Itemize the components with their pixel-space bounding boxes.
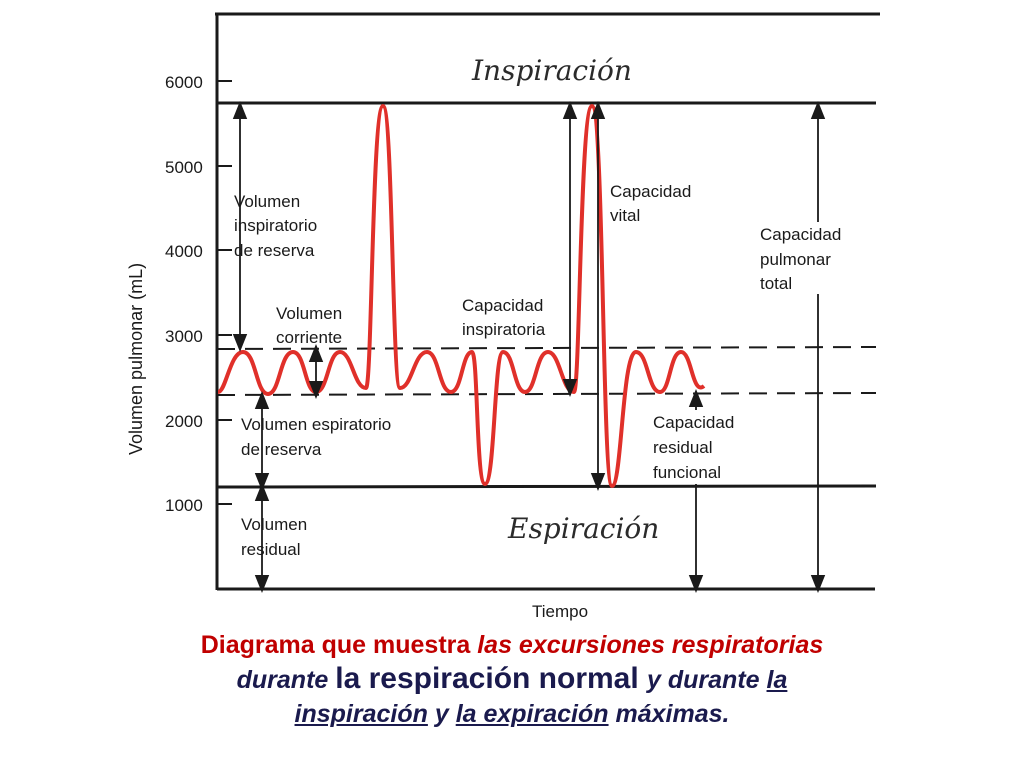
figure-caption: Diagrama que muestra las excursiones res… <box>0 628 1024 731</box>
svg-text:funcional: funcional <box>653 463 721 482</box>
y-tick-marks <box>217 80 232 505</box>
svg-text:inspiratorio: inspiratorio <box>234 216 317 235</box>
caption-text: y <box>427 700 456 728</box>
caption-text: Diagrama que muestra <box>200 631 478 659</box>
svg-text:de reserva: de reserva <box>234 241 315 260</box>
total-lung-capacity-label: Capacidad pulmonar total <box>756 222 868 294</box>
y-tick-6000: 6000 <box>165 73 203 92</box>
svg-text:Volumen: Volumen <box>234 192 300 211</box>
svg-text:Capacidad: Capacidad <box>653 413 734 432</box>
tidal-bottom-dashed-line <box>216 392 877 396</box>
x-axis-label: Tiempo <box>532 602 588 621</box>
breathing-curve <box>216 104 706 488</box>
tidal-volume-label: Volumen corriente <box>276 304 342 347</box>
svg-text:Volumen espiratorio: Volumen espiratorio <box>241 415 391 434</box>
inspiratory-capacity-label: Capacidad inspiratoria <box>462 296 546 339</box>
caption-text: la <box>766 666 788 694</box>
spirometry-diagram: 6000 5000 4000 3000 2000 1000 Volumen pu… <box>126 12 880 621</box>
svg-text:Volumen: Volumen <box>276 304 342 323</box>
caption-line-1: Diagrama que muestra las excursiones res… <box>0 628 1024 662</box>
functional-residual-capacity-label: Capacidad residual funcional <box>650 410 758 484</box>
svg-text:inspiratoria: inspiratoria <box>462 320 546 339</box>
inspiration-title: Inspiración <box>471 54 632 87</box>
caption-text: y durante <box>647 666 767 694</box>
svg-text:pulmonar: pulmonar <box>760 250 831 269</box>
caption-text: la expiración <box>455 700 609 728</box>
svg-text:Volumen: Volumen <box>241 515 307 534</box>
vital-capacity-label: Capacidad vital <box>610 182 691 225</box>
expiration-title: Espiración <box>507 512 659 545</box>
caption-text: las excursiones respiratorias <box>477 631 824 659</box>
caption-text: máximas. <box>608 700 730 728</box>
y-axis-label: Volumen pulmonar (mL) <box>126 263 146 455</box>
caption-line-3: inspiración y la expiración máximas. <box>0 697 1024 731</box>
caption-line-2: durante la respiración normal y durante … <box>0 662 1024 697</box>
irv-label: Volumen inspiratorio de reserva <box>234 192 317 260</box>
y-tick-3000: 3000 <box>165 327 203 346</box>
y-tick-1000: 1000 <box>165 496 203 515</box>
svg-text:Capacidad: Capacidad <box>760 225 841 244</box>
erv-label: Volumen espiratorio de reserva <box>241 415 391 459</box>
caption-text: la respiración normal <box>335 662 648 695</box>
svg-text:Capacidad: Capacidad <box>462 296 543 315</box>
svg-text:residual: residual <box>653 438 713 457</box>
svg-text:corriente: corriente <box>276 328 342 347</box>
svg-text:residual: residual <box>241 540 301 559</box>
y-tick-2000: 2000 <box>165 412 203 431</box>
residual-volume-line <box>216 484 877 489</box>
tidal-top-dashed-line <box>216 346 877 350</box>
y-tick-4000: 4000 <box>165 242 203 261</box>
svg-text:Capacidad: Capacidad <box>610 182 691 201</box>
caption-text: durante <box>236 666 336 694</box>
svg-text:vital: vital <box>610 206 640 225</box>
svg-text:de reserva: de reserva <box>241 440 322 459</box>
y-tick-5000: 5000 <box>165 158 203 177</box>
svg-text:total: total <box>760 274 792 293</box>
caption-text: inspiración <box>294 700 428 728</box>
residual-volume-label: Volumen residual <box>241 515 307 559</box>
